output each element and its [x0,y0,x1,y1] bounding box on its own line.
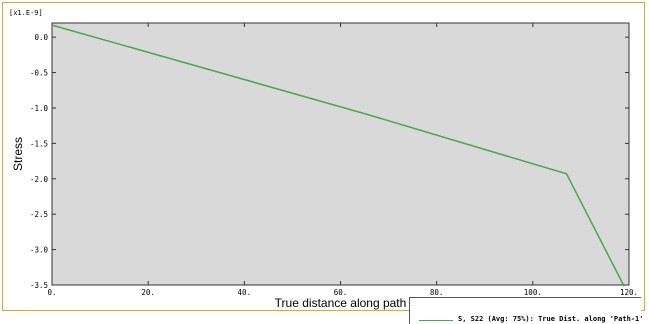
legend-entry: S, S22 (Avg: 75%): True Dist. along 'Pat… [458,315,644,323]
legend-swatch [419,320,453,321]
series-line-s22 [51,24,625,287]
x-tick-label: 120. [620,288,638,297]
y-tick-label: -0.5 [30,69,48,78]
chart-frame [2,2,645,311]
y-tick-label: -3.0 [30,246,49,255]
x-tick-label: 100. [524,288,542,297]
x-tick-label: 80. [430,288,444,297]
x-tick-label: 0. [47,288,56,297]
y-tick-label: -3.5 [30,281,48,290]
x-tick-label: 60. [334,288,348,297]
x-tick-label: 40. [238,288,252,297]
y-tick-label: -2.5 [30,210,48,219]
plot-area [51,22,630,286]
y-scale-factor-label: [x1.E-9] [9,9,43,17]
y-axis-title: Stress [11,137,25,171]
legend: S, S22 (Avg: 75%): True Dist. along 'Pat… [409,297,644,324]
y-tick-label: -1.0 [30,104,49,113]
y-tick-label: 0.0 [34,33,48,42]
y-tick-label: -2.0 [30,175,49,184]
x-axis-title: True distance along path [275,296,407,310]
x-tick-label: 20. [141,288,155,297]
y-tick-label: -1.5 [30,139,48,148]
